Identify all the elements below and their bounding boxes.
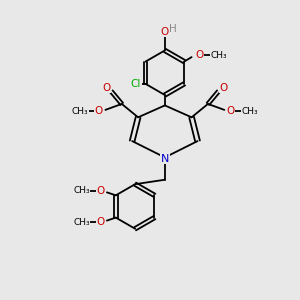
Text: H: H	[169, 24, 177, 34]
Text: Cl: Cl	[131, 79, 141, 89]
Text: CH₃: CH₃	[210, 50, 227, 59]
Text: O: O	[102, 83, 110, 93]
Text: O: O	[96, 217, 104, 227]
Text: N: N	[161, 154, 169, 164]
Text: O: O	[227, 106, 235, 116]
Text: CH₃: CH₃	[241, 107, 258, 116]
Text: O: O	[96, 186, 104, 196]
Text: O: O	[161, 27, 169, 37]
Text: CH₃: CH₃	[72, 107, 88, 116]
Text: CH₃: CH₃	[73, 218, 90, 226]
Text: O: O	[196, 50, 204, 60]
Text: O: O	[95, 106, 103, 116]
Text: CH₃: CH₃	[73, 186, 90, 195]
Text: O: O	[220, 83, 228, 93]
